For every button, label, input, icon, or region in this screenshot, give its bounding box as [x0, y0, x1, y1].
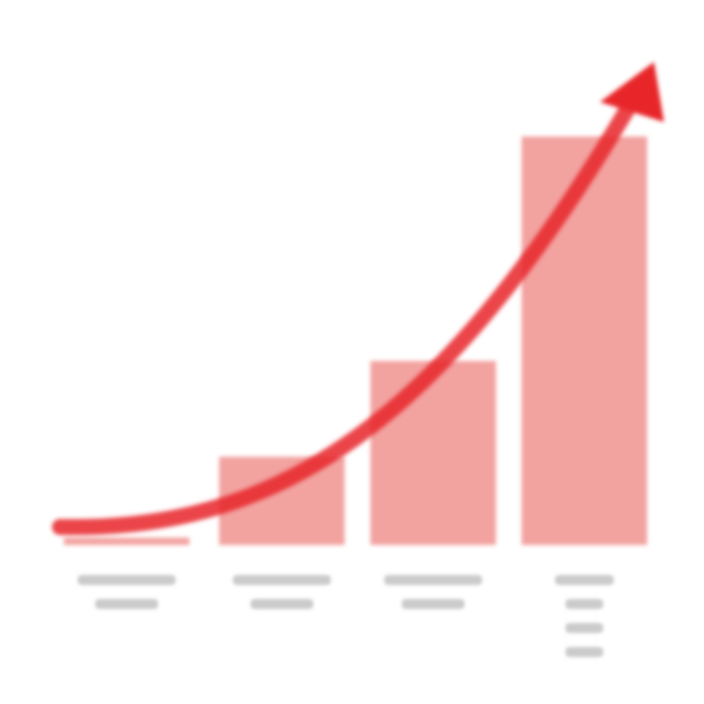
trend-arrow-head — [600, 62, 664, 122]
bars-layer — [63, 136, 648, 545]
bar-3 — [370, 361, 496, 545]
category-label-1 — [77, 575, 176, 609]
bar-4 — [521, 136, 648, 545]
trend-arrow-shaft — [52, 100, 636, 536]
category-label-2 — [232, 575, 331, 609]
bar-1 — [63, 537, 190, 545]
trend-arrow — [52, 62, 664, 536]
category-label-3 — [384, 575, 483, 609]
category-label-4 — [555, 575, 614, 657]
category-labels — [77, 575, 614, 657]
